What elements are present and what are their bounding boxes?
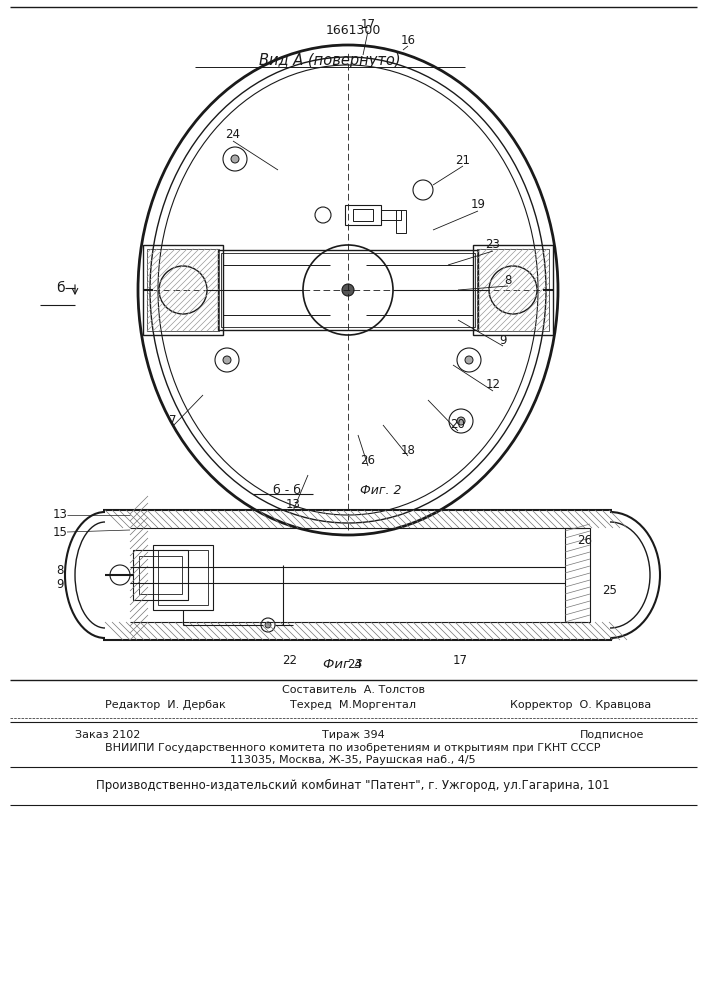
Circle shape (457, 417, 465, 425)
Text: Редактор  И. Дербак: Редактор И. Дербак (105, 700, 226, 710)
Text: Фиг. 2: Фиг. 2 (360, 484, 402, 496)
Bar (345, 205, 381, 225)
Text: 21: 21 (455, 153, 470, 166)
Bar (565, 528, 590, 622)
Text: 22: 22 (283, 654, 298, 666)
Text: б: б (56, 281, 64, 295)
Text: б - б: б - б (273, 484, 301, 496)
Circle shape (231, 155, 239, 163)
Circle shape (465, 356, 473, 364)
Text: ВНИИПИ Государственного комитета по изобретениям и открытиям при ГКНТ СССР: ВНИИПИ Государственного комитета по изоб… (105, 743, 601, 753)
Bar (153, 545, 213, 610)
Text: 9: 9 (499, 334, 507, 347)
Text: 15: 15 (52, 526, 67, 538)
Bar (396, 210, 406, 233)
Text: Вид А (повернуто): Вид А (повернуто) (259, 52, 401, 68)
Text: 17: 17 (361, 18, 375, 31)
Bar (477, 249, 549, 331)
Text: 17: 17 (452, 654, 467, 666)
Bar (353, 209, 373, 221)
Text: Фиг 3: Фиг 3 (323, 658, 363, 672)
Text: Подписное: Подписное (580, 730, 644, 740)
Text: Тираж 394: Тираж 394 (322, 730, 385, 740)
Bar (147, 249, 219, 331)
Text: 24: 24 (348, 658, 363, 672)
Text: 26: 26 (361, 454, 375, 466)
Bar (158, 550, 208, 605)
Text: Составитель  А. Толстов: Составитель А. Толстов (281, 685, 424, 695)
Text: 19: 19 (470, 198, 486, 212)
Bar (221, 253, 475, 327)
Text: 8: 8 (504, 273, 512, 286)
Text: 12: 12 (486, 378, 501, 391)
Bar (143, 245, 223, 335)
Text: 16: 16 (400, 33, 416, 46)
Circle shape (223, 356, 231, 364)
Bar (381, 210, 401, 220)
Text: Заказ 2102: Заказ 2102 (75, 730, 141, 740)
Text: 13: 13 (286, 498, 300, 512)
Text: 113035, Москва, Ж-35, Раушская наб., 4/5: 113035, Москва, Ж-35, Раушская наб., 4/5 (230, 755, 476, 765)
Circle shape (265, 622, 271, 628)
Text: 24: 24 (226, 128, 240, 141)
Text: 9: 9 (57, 578, 64, 591)
Text: Техред  М.Моргентал: Техред М.Моргентал (290, 700, 416, 710)
Text: 8: 8 (57, 564, 64, 576)
Text: 13: 13 (52, 508, 67, 522)
Text: 20: 20 (450, 418, 465, 432)
Text: 18: 18 (401, 444, 416, 456)
Text: 26: 26 (578, 534, 592, 546)
Bar (133, 550, 188, 600)
Circle shape (342, 284, 354, 296)
Text: 7: 7 (169, 414, 177, 426)
Text: Корректор  О. Кравцова: Корректор О. Кравцова (510, 700, 651, 710)
Bar (218, 250, 478, 330)
Text: 1661300: 1661300 (325, 23, 380, 36)
Text: 23: 23 (486, 238, 501, 251)
Bar (139, 556, 182, 594)
Bar (473, 245, 553, 335)
Text: Производственно-издательский комбинат "Патент", г. Ужгород, ул.Гагарина, 101: Производственно-издательский комбинат "П… (96, 778, 610, 792)
Text: 25: 25 (602, 584, 617, 596)
